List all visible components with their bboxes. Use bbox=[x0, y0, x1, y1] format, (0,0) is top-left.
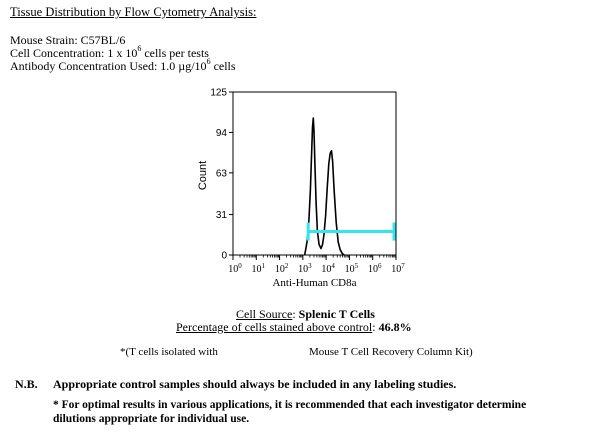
cell-concentration: Cell Concentration: 1 x 106 cells per te… bbox=[10, 44, 209, 61]
x-tick-label: 102 bbox=[275, 262, 289, 275]
antibody-concentration: Antibody Concentration Used: 1.0 µg/106 … bbox=[10, 57, 236, 74]
cell-conc-exponent: 6 bbox=[137, 44, 142, 53]
ab-conc-suffix: cells bbox=[210, 59, 236, 73]
percentage-colon: : bbox=[372, 320, 379, 334]
chart-layer: 0 31 63 94 125 100 101 102 103 104 105 106 107 Anti-H… bbox=[197, 88, 405, 290]
histogram-series-line bbox=[303, 117, 345, 256]
nb-label: N.B. bbox=[15, 377, 38, 391]
x-tick-label: 106 bbox=[368, 262, 382, 275]
y-tick-label: 0 bbox=[221, 251, 227, 262]
y-tick-label: 31 bbox=[216, 210, 228, 221]
page-title: Tissue Distribution by Flow Cytometry An… bbox=[10, 5, 257, 19]
x-tick-label: 103 bbox=[298, 262, 312, 275]
ab-conc-exponent: 6 bbox=[206, 57, 211, 66]
footnote-left: *(T cells isolated with bbox=[120, 346, 218, 358]
percentage-label: Percentage of cells stained above contro… bbox=[176, 320, 373, 334]
ab-conc-prefix: Antibody Concentration Used: 1.0 µg/10 bbox=[10, 59, 207, 73]
cell-conc-prefix: Cell Concentration: 1 x 10 bbox=[10, 46, 138, 60]
plot-frame bbox=[232, 91, 397, 256]
y-tick-label: 94 bbox=[216, 128, 228, 139]
x-tick-label: 104 bbox=[321, 262, 335, 275]
x-tick-label: 100 bbox=[228, 262, 242, 275]
footnote-right: Mouse T Cell Recovery Column Kit) bbox=[309, 346, 473, 358]
x-axis-label: Anti-Human CD8a bbox=[272, 277, 356, 289]
percentage-value: 46.8% bbox=[378, 320, 412, 334]
nb-text: Appropriate control samples should alway… bbox=[53, 377, 457, 391]
cell-source-colon: : bbox=[292, 307, 299, 321]
star-note-line1: * For optimal results in various applica… bbox=[53, 399, 527, 411]
y-axis-label: Count bbox=[197, 161, 209, 190]
percentage-line: Percentage of cells stained above contro… bbox=[176, 320, 412, 334]
cell-source-line: Cell Source: Splenic T Cells bbox=[236, 307, 375, 321]
star-note-line2: dilutions appropriate for individual use… bbox=[53, 413, 250, 425]
cell-conc-suffix: cells per tests bbox=[141, 46, 209, 60]
mouse-strain: Mouse Strain: C57BL/6 bbox=[10, 33, 126, 47]
y-tick-label: 63 bbox=[216, 168, 228, 179]
cell-source-label: Cell Source bbox=[236, 307, 293, 321]
cell-source-value: Splenic T Cells bbox=[298, 307, 375, 321]
x-tick-label: 105 bbox=[345, 262, 359, 275]
x-tick-label: 107 bbox=[391, 262, 405, 275]
y-tick-label: 125 bbox=[210, 88, 227, 99]
histogram-chart: 0 31 63 94 125 100 101 102 103 104 105 106 107 Anti-H… bbox=[197, 88, 405, 290]
x-tick-label: 101 bbox=[252, 262, 266, 275]
